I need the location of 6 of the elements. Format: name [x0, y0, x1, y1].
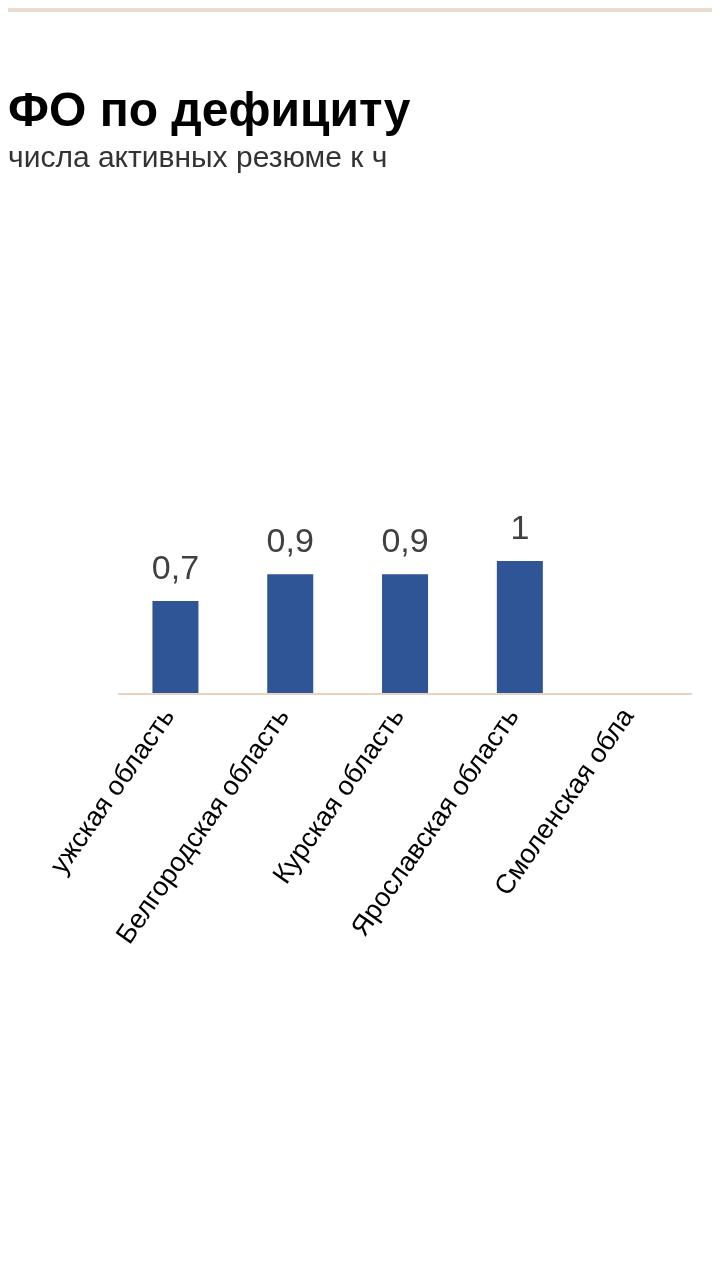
data-label: 1	[510, 508, 530, 546]
data-label: 0,9	[266, 521, 314, 560]
data-label: 0,7	[151, 547, 200, 586]
data-label: 0,9	[381, 521, 429, 560]
chart-title: ФО по дефициту	[8, 82, 412, 138]
chart-subtitle: числа активных резюме к ч	[8, 139, 389, 175]
